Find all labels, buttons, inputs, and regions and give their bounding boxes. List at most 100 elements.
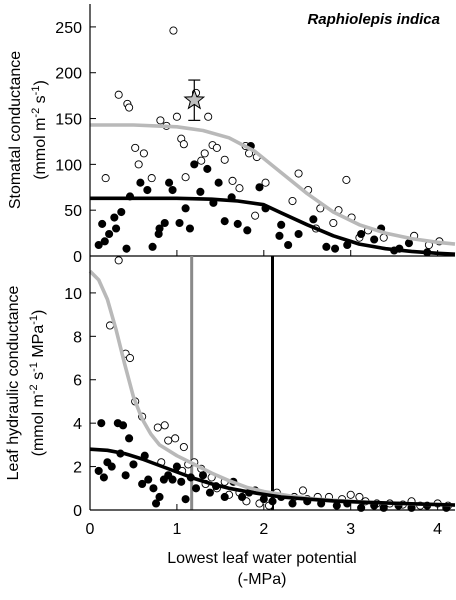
open-data-point [114,256,123,265]
unit-text: (mmol m [30,394,47,456]
filled-data-point [220,217,229,226]
open-data-point [134,160,143,169]
filled-data-point [191,484,201,493]
filled-data-point [165,178,174,187]
bottom-plot-area [88,256,456,512]
filled-data-point [98,219,107,228]
bottom-y-axis-units: (mmol m-2 s-1 MPa-1) [28,310,47,457]
unit-exponent: -1 [28,315,40,325]
unit-exponent: -1 [28,362,40,372]
filled-data-point [105,229,114,239]
open-data-point [235,184,244,193]
bottom-y-tick-label: 10 [64,286,82,303]
filled-data-point [181,204,190,213]
filled-data-point [190,160,199,169]
filled-data-point [125,434,134,443]
stomatal-conductance-panel: 0 50 100 150 200 250 Raphiolepis indica Stoma… [7,4,456,266]
open-data-point [379,233,388,242]
filled-data-point [268,497,277,506]
filled-data-point [122,244,131,253]
bottom-y-tick-label: 8 [73,329,82,346]
filled-data-point [97,419,106,428]
filled-data-point [107,462,116,471]
filled-data-point [138,479,147,488]
bottom-y-tick-label: 0 [73,503,82,520]
fit-curve [89,447,456,507]
open-data-point [125,353,135,363]
open-data-point [101,174,110,183]
unit-exponent: -2 [30,108,42,118]
filled-data-point [185,224,194,233]
bottom-y-tick-label: 6 [73,373,82,390]
unit-exponent: -1 [30,86,42,96]
unit-text: s [30,372,47,384]
filled-data-point [220,492,229,502]
open-data-point [156,116,165,125]
filled-data-point [129,460,138,469]
filled-data-point [255,183,264,192]
filled-data-point [277,220,286,229]
filled-data-point [205,488,214,497]
open-data-point [294,169,303,178]
filled-data-point [404,239,413,248]
open-data-point [298,486,307,495]
filled-data-point [177,477,186,486]
species-label: Raphiolepis indica [307,11,440,28]
filled-data-point [144,475,153,484]
filled-data-point [288,499,297,508]
filled-data-point [198,471,208,480]
x-axis-title: Lowest leaf water potential [167,550,356,567]
filled-data-point [149,484,158,493]
filled-data-point [309,215,318,224]
open-data-point [220,155,229,164]
bottom-y-tick-label: 2 [73,460,82,477]
x-tick-label: 0 [86,521,95,538]
filled-data-point [294,229,303,239]
open-data-point [204,112,213,121]
open-data-point [251,211,260,220]
fit-curve [90,123,456,246]
filled-data-point [243,226,252,235]
top-y-tick-label: 200 [55,66,82,83]
top-y-tick-label: 0 [73,249,82,266]
bottom-y-tick-label: 4 [73,416,82,433]
filled-data-point [112,224,121,233]
filled-data-point [172,462,181,471]
unit-text: MPa [30,325,47,362]
bottom-x-ticks: 0 1 2 3 4 [86,504,442,538]
unit-text: ) [30,310,47,315]
fit-curve [90,196,456,256]
open-data-point [169,26,178,35]
unit-text: (mmol m [32,118,49,180]
filled-data-point [117,207,126,217]
filled-data-point [155,492,164,502]
open-data-point [153,423,162,432]
filled-data-point [181,495,190,504]
x-tick-label: 3 [346,521,355,538]
x-tick-label: 2 [259,521,268,538]
filled-data-point [322,242,331,251]
open-data-point [200,149,209,158]
filled-data-point [94,466,103,475]
open-data-point [228,176,237,185]
filled-data-point [110,213,119,222]
filled-data-point [332,501,341,510]
filled-data-point [259,495,268,504]
unit-exponent: -2 [28,384,40,394]
top-plot-area [90,26,456,257]
open-data-point [181,173,190,182]
bottom-y-axis-title: Leaf hydraulic conductance [5,286,22,481]
open-data-point [261,178,270,187]
top-y-tick-label: 250 [55,20,82,37]
filled-data-point [370,235,379,244]
filled-data-point [233,219,242,228]
open-data-point [131,143,140,152]
open-data-point [164,436,173,445]
top-y-axis-title: Stomatal conductance [7,51,24,209]
top-y-ticks: 0 50 100 150 200 250 [55,20,96,266]
filled-data-point [203,164,212,173]
open-data-point [160,421,169,430]
filled-data-point [143,185,152,195]
filled-data-point [168,185,177,195]
